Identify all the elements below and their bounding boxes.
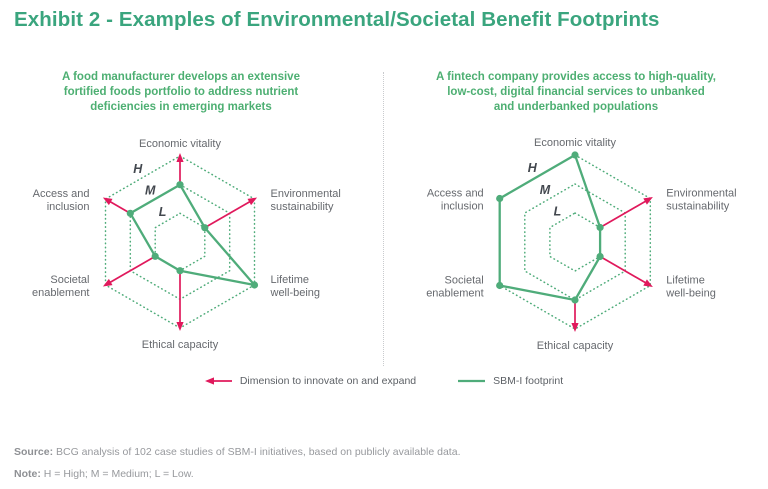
svg-text:Lifetime: Lifetime bbox=[666, 275, 705, 287]
svg-text:Access and: Access and bbox=[33, 188, 90, 200]
note-label: Note: bbox=[14, 468, 41, 480]
svg-text:Societal: Societal bbox=[445, 275, 484, 287]
left-chart-title: A food manufacturer develops an extensiv… bbox=[62, 71, 300, 113]
svg-text:sustainability: sustainability bbox=[271, 201, 334, 213]
legend-label-footprint: SBM-I footprint bbox=[493, 375, 564, 387]
green-line-icon bbox=[458, 379, 486, 383]
svg-text:Ethical capacity: Ethical capacity bbox=[537, 340, 614, 352]
svg-text:inclusion: inclusion bbox=[47, 201, 90, 213]
source-text: BCG analysis of 102 case studies of SBM-… bbox=[56, 446, 461, 458]
radar-chart-food-manufacturer: LMH Economic vitality Environmentalsustain… bbox=[32, 138, 341, 351]
svg-text:H: H bbox=[133, 162, 143, 176]
svg-text:inclusion: inclusion bbox=[441, 201, 484, 213]
svg-text:enablement: enablement bbox=[426, 288, 484, 300]
svg-text:sustainability: sustainability bbox=[666, 201, 729, 213]
radar-chart-fintech: LMH Economic vitality Environmentalsustain… bbox=[426, 137, 736, 352]
svg-text:Access and: Access and bbox=[427, 188, 484, 200]
svg-text:L: L bbox=[159, 205, 167, 219]
legend-label-innovate: Dimension to innovate on and expand bbox=[239, 375, 417, 387]
svg-text:Economic vitality: Economic vitality bbox=[534, 137, 616, 149]
exhibit-title: Exhibit 2 - Examples of Environmental/So… bbox=[14, 8, 660, 31]
svg-text:Economic vitality: Economic vitality bbox=[139, 138, 221, 150]
left-arrow-icon bbox=[204, 377, 232, 385]
svg-text:enablement: enablement bbox=[32, 287, 90, 299]
svg-text:Environmental: Environmental bbox=[666, 188, 736, 200]
svg-text:Environmental: Environmental bbox=[271, 188, 341, 200]
source-label: Source: bbox=[14, 446, 54, 458]
source-line: Source: BCG analysis of 102 case studies… bbox=[14, 441, 460, 463]
svg-text:M: M bbox=[540, 183, 551, 197]
note-line: Note: H = High; M = Medium; L = Low. bbox=[14, 463, 460, 485]
svg-text:H: H bbox=[528, 161, 538, 175]
svg-text:Societal: Societal bbox=[50, 274, 89, 286]
svg-text:Lifetime: Lifetime bbox=[271, 274, 310, 286]
legend-item-innovate: Dimension to innovate on and expand bbox=[204, 375, 417, 387]
legend-item-footprint: SBM-I footprint bbox=[458, 375, 563, 387]
svg-text:Ethical capacity: Ethical capacity bbox=[142, 339, 219, 351]
legend: Dimension to innovate on and expand SBM-… bbox=[0, 371, 768, 391]
note-text: H = High; M = Medium; L = Low. bbox=[43, 468, 194, 480]
right-chart-title: A fintech company provides access to hig… bbox=[436, 71, 716, 113]
panel-divider bbox=[383, 72, 384, 366]
svg-text:M: M bbox=[145, 183, 156, 197]
svg-text:L: L bbox=[554, 205, 562, 219]
svg-text:well-being: well-being bbox=[665, 288, 716, 300]
svg-text:well-being: well-being bbox=[270, 287, 321, 299]
footer: Source: BCG analysis of 102 case studies… bbox=[14, 441, 460, 485]
